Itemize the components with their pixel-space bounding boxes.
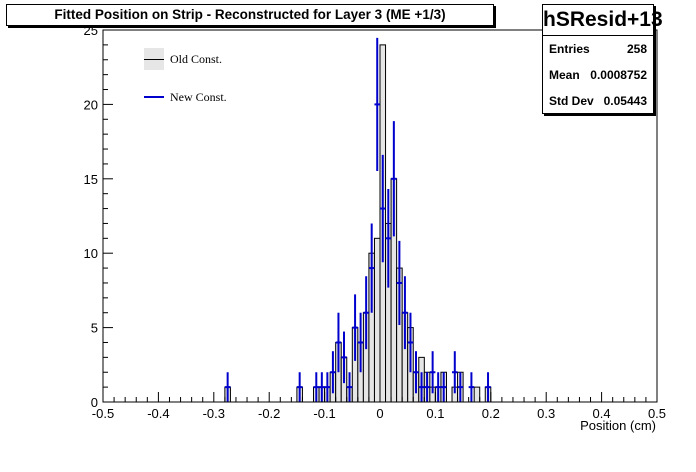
data-point <box>452 351 458 394</box>
stats-row-mean: Mean 0.0008752 <box>543 62 653 88</box>
y-tick-label: 0 <box>91 395 98 410</box>
data-point <box>296 372 303 402</box>
data-point <box>335 312 342 373</box>
data-point <box>313 372 320 402</box>
legend-swatch-new <box>144 96 164 98</box>
x-tick-label: -0.3 <box>203 406 225 421</box>
data-point <box>413 351 419 394</box>
x-tick-label: -0.5 <box>92 406 114 421</box>
y-tick-label: 25 <box>84 23 98 38</box>
y-tick-label: 5 <box>91 321 98 336</box>
x-tick-label: 0.5 <box>648 406 666 421</box>
histogram-bar <box>373 237 381 403</box>
x-tick-label: -0.4 <box>147 406 169 421</box>
x-tick-label: -0.1 <box>313 406 335 421</box>
legend-swatch-old <box>144 48 164 70</box>
stats-histogram-name: hSResid+13 <box>543 5 663 36</box>
x-tick-label: 0 <box>376 406 383 421</box>
stats-value: 258 <box>626 42 647 56</box>
data-point <box>319 372 325 402</box>
data-point <box>418 372 425 402</box>
data-point <box>385 188 392 288</box>
x-tick-label: 0.3 <box>537 406 555 421</box>
data-point <box>374 37 380 171</box>
stats-value: 0.0008752 <box>590 68 647 82</box>
chart-title: Fitted Position on Strip - Reconstructed… <box>6 4 494 26</box>
data-point <box>341 331 347 384</box>
stats-label: Mean <box>549 68 580 82</box>
x-tick-label: 0.2 <box>482 406 500 421</box>
data-point <box>485 372 491 402</box>
new-const-error-bars <box>224 37 491 402</box>
stats-label: Std Dev <box>549 94 594 108</box>
x-tick-label: 0.4 <box>593 406 611 421</box>
data-point <box>457 372 464 402</box>
y-tick-label: 10 <box>84 246 98 261</box>
histogram-bar <box>473 386 481 403</box>
data-point <box>402 276 408 350</box>
legend-entry-new: New Const. <box>140 84 280 110</box>
stats-row-entries: Entries 258 <box>543 36 653 62</box>
x-axis-title: Position (cm) <box>580 418 656 433</box>
legend-label: New Const. <box>170 90 227 104</box>
legend-label: Old Const. <box>170 52 223 66</box>
y-axis: 0 5 10 15 20 25 <box>84 23 113 410</box>
data-point <box>429 351 436 394</box>
stats-value: 0.05443 <box>603 94 647 108</box>
data-point <box>357 312 364 373</box>
stats-row-stddev: Std Dev 0.05443 <box>543 88 653 114</box>
data-point <box>396 240 403 326</box>
data-point <box>352 294 358 361</box>
x-axis: -0.5 -0.4 -0.3 -0.2 -0.1 0 0.1 0.2 0.3 0.4 0.5 <box>92 392 666 421</box>
data-point <box>407 312 414 373</box>
data-point <box>468 372 475 402</box>
stats-label: Entries <box>549 42 590 56</box>
data-point <box>391 121 397 237</box>
stats-box: hSResid+13 Entries 258 Mean 0.0008752 St… <box>542 4 663 114</box>
data-point <box>346 372 353 402</box>
data-point <box>368 223 375 313</box>
data-point <box>435 372 441 402</box>
data-point <box>363 276 369 350</box>
legend-entry-old: Old Const. <box>140 46 280 72</box>
data-point <box>424 372 430 402</box>
data-point <box>380 154 386 263</box>
data-point <box>440 372 447 402</box>
x-tick-label: 0.1 <box>426 406 444 421</box>
y-tick-label: 15 <box>84 172 98 187</box>
y-tick-label: 20 <box>84 97 98 112</box>
data-point <box>224 372 231 402</box>
data-point <box>330 351 336 394</box>
x-tick-label: -0.2 <box>258 406 280 421</box>
data-point <box>324 372 331 402</box>
